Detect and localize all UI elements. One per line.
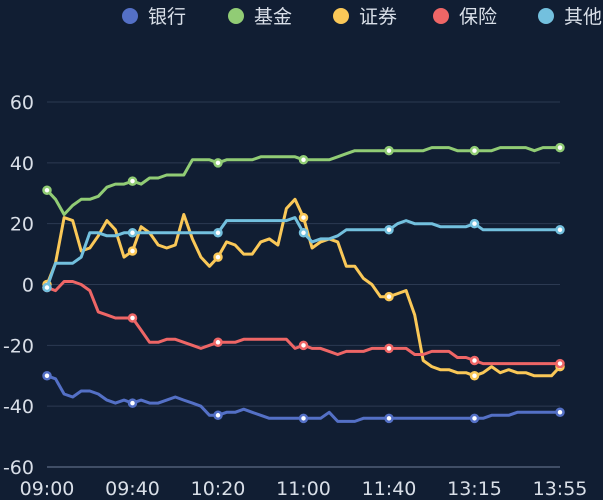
y-tick-label: 0 bbox=[22, 275, 34, 297]
series-3 bbox=[42, 197, 565, 381]
y-axis: 60 40 20 0 -20 -40 -60 bbox=[3, 92, 34, 479]
legend-marker bbox=[333, 8, 349, 24]
data-point[interactable] bbox=[469, 413, 480, 424]
x-tick-label: 11:00 bbox=[276, 478, 331, 500]
data-point[interactable] bbox=[213, 252, 223, 262]
y-tick-label: 60 bbox=[10, 92, 34, 114]
data-point[interactable] bbox=[213, 337, 223, 348]
y-tick-label: -40 bbox=[3, 396, 34, 418]
legend-label: 银行 bbox=[148, 6, 186, 28]
data-point[interactable] bbox=[298, 340, 309, 351]
legend-item[interactable]: 保险 bbox=[433, 6, 497, 28]
legend-label: 基金 bbox=[254, 6, 292, 28]
legend-item[interactable]: 其他 bbox=[538, 6, 602, 28]
legend-marker bbox=[433, 8, 449, 24]
data-point[interactable] bbox=[469, 371, 480, 381]
x-tick-label: 09:00 bbox=[20, 478, 75, 500]
data-point[interactable] bbox=[298, 228, 309, 238]
data-point[interactable] bbox=[42, 371, 52, 381]
data-point[interactable] bbox=[555, 225, 565, 235]
data-point[interactable] bbox=[213, 228, 223, 238]
series-lines bbox=[42, 142, 565, 424]
legend-label: 其他 bbox=[564, 6, 602, 28]
series-4 bbox=[42, 280, 565, 369]
legend-label: 证券 bbox=[359, 6, 397, 28]
series-5 bbox=[42, 216, 565, 293]
data-point[interactable] bbox=[469, 145, 480, 156]
data-point[interactable] bbox=[42, 282, 52, 293]
x-axis: 09:00 09:40 10:20 11:00 11:40 13:15 13:55 bbox=[20, 466, 588, 500]
legend-item[interactable]: 证券 bbox=[333, 6, 397, 28]
legend-marker bbox=[122, 8, 138, 24]
legend-marker bbox=[228, 8, 244, 24]
data-point[interactable] bbox=[384, 343, 394, 354]
data-point[interactable] bbox=[127, 398, 138, 408]
data-point[interactable] bbox=[127, 228, 138, 238]
data-point[interactable] bbox=[298, 212, 309, 223]
data-point[interactable] bbox=[384, 413, 394, 424]
series-line bbox=[45, 280, 562, 366]
data-point[interactable] bbox=[127, 176, 138, 186]
data-point[interactable] bbox=[384, 291, 394, 302]
data-point[interactable] bbox=[555, 358, 565, 369]
data-point[interactable] bbox=[298, 155, 309, 165]
y-tick-label: -20 bbox=[3, 335, 34, 357]
data-point[interactable] bbox=[384, 225, 394, 235]
data-point[interactable] bbox=[469, 218, 480, 229]
data-point[interactable] bbox=[213, 158, 223, 168]
x-tick-label: 13:55 bbox=[533, 478, 588, 500]
x-tick-label: 09:40 bbox=[105, 478, 160, 500]
data-point[interactable] bbox=[384, 145, 394, 156]
data-point[interactable] bbox=[469, 355, 480, 366]
y-tick-label: -60 bbox=[3, 457, 34, 479]
series-1 bbox=[42, 371, 565, 424]
x-tick-label: 11:40 bbox=[362, 478, 417, 500]
data-point[interactable] bbox=[127, 246, 138, 256]
x-tick-label: 13:15 bbox=[447, 478, 502, 500]
data-point[interactable] bbox=[555, 142, 565, 153]
data-point[interactable] bbox=[127, 313, 138, 323]
data-point[interactable] bbox=[298, 413, 309, 424]
x-tick-label: 10:20 bbox=[191, 478, 246, 500]
data-point[interactable] bbox=[555, 407, 565, 417]
legend: 银行 基金 证券 保险 其他 bbox=[122, 6, 602, 28]
legend-item[interactable]: 基金 bbox=[228, 6, 292, 28]
data-point[interactable] bbox=[42, 185, 52, 195]
legend-item[interactable]: 银行 bbox=[122, 6, 186, 28]
legend-label: 保险 bbox=[459, 6, 497, 28]
legend-marker bbox=[538, 8, 554, 24]
y-tick-label: 40 bbox=[10, 153, 34, 175]
y-tick-label: 20 bbox=[10, 214, 34, 236]
data-point[interactable] bbox=[213, 410, 223, 421]
series-2 bbox=[42, 142, 565, 216]
